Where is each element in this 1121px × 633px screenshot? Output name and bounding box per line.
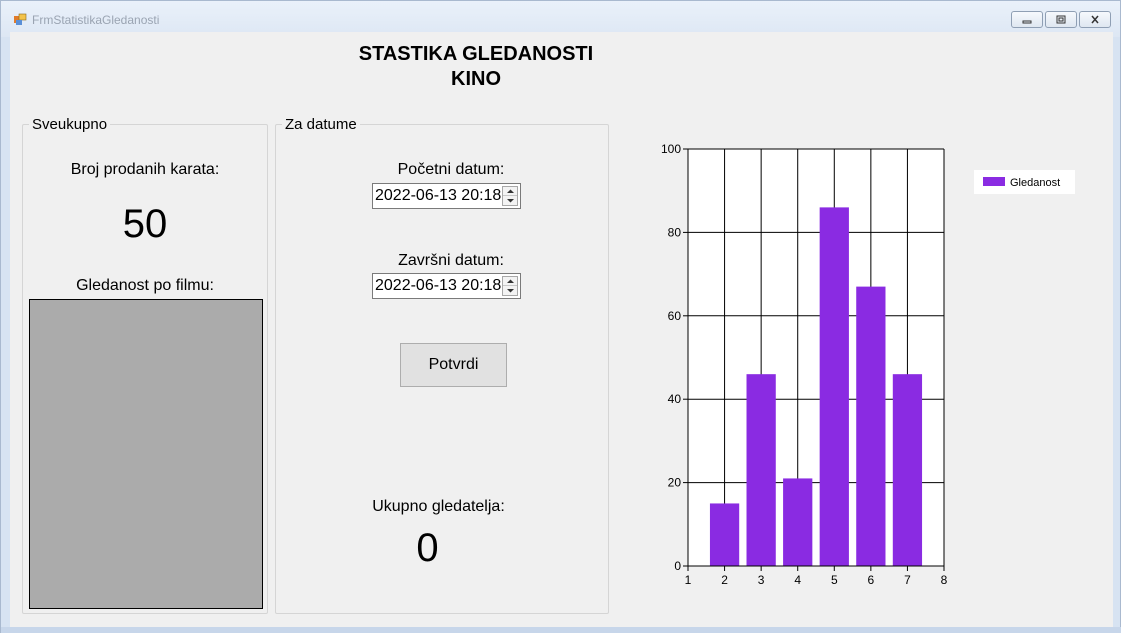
x-tick-label: 1 xyxy=(685,573,692,587)
end-date-picker[interactable]: 2022-06-13 20:18 xyxy=(372,273,521,299)
confirm-button[interactable]: Potvrdi xyxy=(400,343,507,387)
y-tick-label: 0 xyxy=(674,559,681,573)
spin-down-button[interactable] xyxy=(503,196,517,205)
za-datume-group: Za datume xyxy=(275,116,609,614)
end-date-spinner[interactable] xyxy=(502,276,518,296)
close-button[interactable] xyxy=(1079,11,1111,28)
end-date-value: 2022-06-13 20:18 xyxy=(375,277,502,294)
window-bottom-border xyxy=(1,627,1121,633)
maximize-icon xyxy=(1056,15,1066,24)
minimize-button[interactable] xyxy=(1011,11,1043,28)
x-tick-label: 2 xyxy=(721,573,728,587)
tickets-sold-value: 50 xyxy=(122,202,168,246)
page-title-line2: KINO xyxy=(451,68,501,90)
start-date-picker[interactable]: 2022-06-13 20:18 xyxy=(372,183,521,209)
title-bar: FrmStatistikaGledanosti xyxy=(1,1,1120,37)
chart-bar xyxy=(709,503,740,566)
x-tick-label: 6 xyxy=(868,573,875,587)
za-datume-group-label: Za datume xyxy=(282,116,360,133)
legend-label: Gledanost xyxy=(1010,177,1060,189)
x-tick-label: 7 xyxy=(904,573,911,587)
chart-bar xyxy=(746,374,776,566)
spin-down-button[interactable] xyxy=(503,286,517,295)
chevron-down-icon xyxy=(507,199,514,203)
chevron-up-icon xyxy=(507,189,514,193)
spin-up-button[interactable] xyxy=(503,277,517,286)
views-by-film-list[interactable] xyxy=(29,299,263,609)
total-viewers-value: 0 xyxy=(416,526,439,570)
chevron-down-icon xyxy=(507,289,514,293)
sveukupno-group: Sveukupno xyxy=(22,116,268,614)
page-title-line1: STASTIKA GLEDANOSTI xyxy=(358,43,594,65)
chart-bar xyxy=(892,374,923,566)
views-by-film-label: Gledanost po filmu: xyxy=(76,277,214,294)
client-area: STASTIKA GLEDANOSTI KINO Sveukupno Broj … xyxy=(10,32,1113,627)
page-title: STASTIKA GLEDANOSTI KINO xyxy=(310,42,642,92)
chart-bar xyxy=(783,478,813,566)
window-title: FrmStatistikaGledanosti xyxy=(32,13,160,27)
start-date-label: Početni datum: xyxy=(397,161,505,178)
maximize-button[interactable] xyxy=(1045,11,1077,28)
y-tick-label: 40 xyxy=(668,392,682,406)
minimize-icon xyxy=(1022,20,1032,24)
chart-bar xyxy=(856,286,886,566)
chevron-up-icon xyxy=(507,279,514,283)
tickets-sold-label: Broj prodanih karata: xyxy=(70,161,220,178)
chart-bar xyxy=(819,207,849,566)
x-tick-label: 5 xyxy=(831,573,838,587)
total-viewers-label: Ukupno gledatelja: xyxy=(372,498,505,515)
x-tick-label: 8 xyxy=(941,573,948,587)
spin-up-button[interactable] xyxy=(503,187,517,196)
y-tick-label: 80 xyxy=(668,225,682,239)
viewership-chart: 0 20 40 60 80 100 1 2 3 4 5 6 7 8 Gledanost xyxy=(661,142,1075,587)
y-tick-label: 100 xyxy=(661,142,681,156)
x-tick-label: 3 xyxy=(758,573,765,587)
legend-swatch xyxy=(983,177,1005,186)
app-icon xyxy=(14,13,27,25)
end-date-label: Završni datum: xyxy=(398,252,504,269)
start-date-value: 2022-06-13 20:18 xyxy=(375,187,502,204)
sveukupno-group-label: Sveukupno xyxy=(29,116,111,133)
close-icon xyxy=(1091,15,1099,24)
y-tick-label: 60 xyxy=(668,309,682,323)
start-date-spinner[interactable] xyxy=(502,186,518,206)
y-tick-label: 20 xyxy=(668,476,682,490)
x-tick-label: 4 xyxy=(794,573,801,587)
